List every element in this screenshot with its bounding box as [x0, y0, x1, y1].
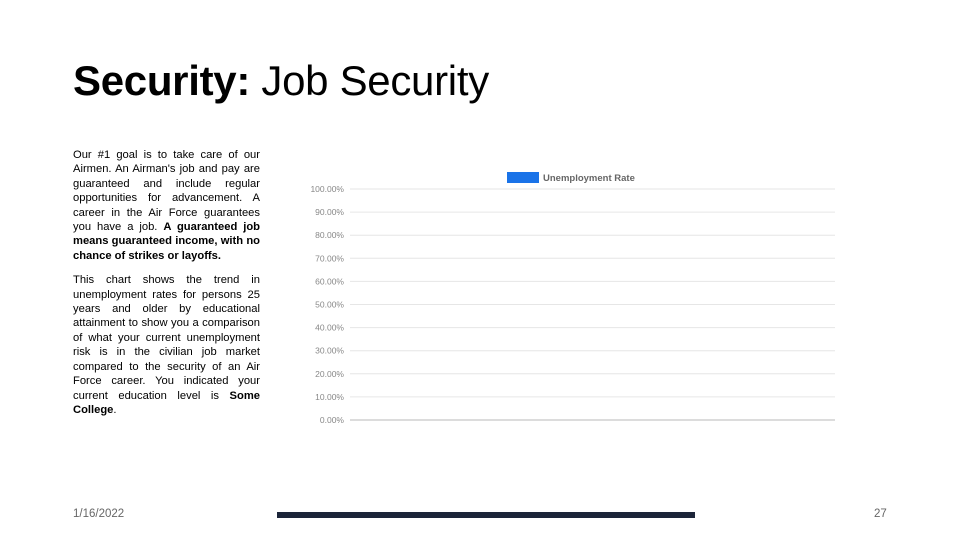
paragraph-chart-end: . [113, 403, 117, 416]
chart-gridlines [350, 188, 835, 421]
title-strong: Security: [73, 57, 251, 104]
y-tick-label: 100.00% [310, 184, 344, 194]
y-tick-label: 60.00% [315, 276, 344, 286]
paragraph-chart-info: This chart shows the trend in unemployme… [73, 273, 260, 417]
legend-swatch [507, 172, 539, 183]
y-tick-label: 0.00% [320, 415, 345, 425]
footer-date: 1/16/2022 [73, 508, 125, 520]
paragraph-chart-text: This chart shows the trend in unemployme… [73, 274, 260, 402]
y-tick-label: 30.00% [315, 346, 344, 356]
chart-legend: Unemployment Rate [507, 172, 635, 184]
unemployment-chart: 100.00% 90.00% 80.00% 70.00% 60.00% 50.00% 40.… [310, 172, 835, 425]
y-tick-label: 70.00% [315, 253, 344, 263]
y-tick-label: 80.00% [315, 230, 344, 240]
y-tick-label: 90.00% [315, 207, 344, 217]
education-level: Some College [73, 389, 260, 416]
y-tick-label: 50.00% [315, 300, 344, 310]
y-tick-label: 20.00% [315, 369, 344, 379]
legend-label: Unemployment Rate [543, 173, 635, 184]
paragraph-goal: Our #1 goal is to take care of our Airme… [73, 148, 260, 263]
chart-y-ticks: 100.00% 90.00% 80.00% 70.00% 60.00% 50.00% 40.… [310, 184, 344, 425]
y-tick-label: 40.00% [315, 323, 344, 333]
body-text: Our #1 goal is to take care of our Airme… [73, 148, 260, 427]
title-rest: Job Security [250, 57, 489, 104]
footer-bar [277, 512, 695, 518]
paragraph-goal-bold: A guaranteed job means guaranteed income… [73, 221, 260, 262]
paragraph-goal-text: Our #1 goal is to take care of our Airme… [73, 149, 260, 234]
y-tick-label: 10.00% [315, 392, 344, 402]
slide-title: Security: Job Security [73, 56, 489, 106]
page-number: 27 [874, 508, 887, 520]
